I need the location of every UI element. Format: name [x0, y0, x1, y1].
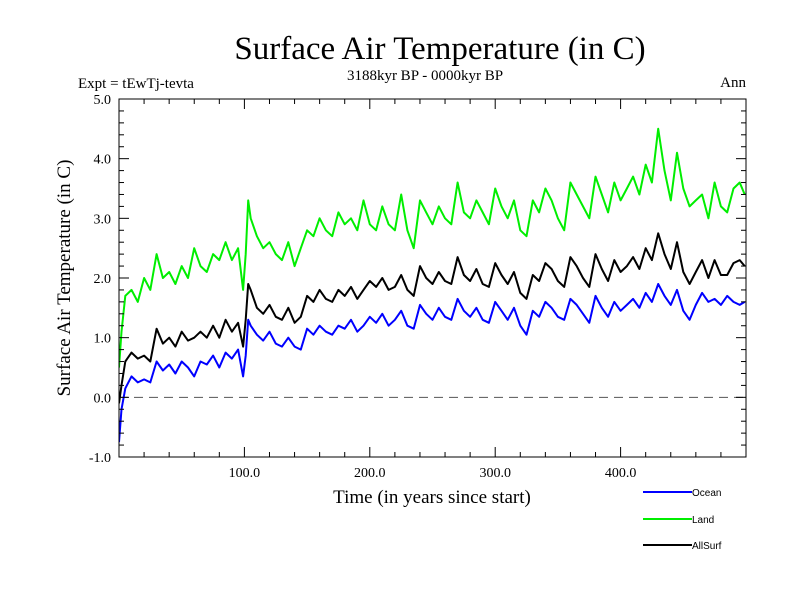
legend: Ocean Land AllSurf [643, 488, 722, 552]
series-line-allsurf [119, 232, 746, 404]
y-tick-label: 5.0 [94, 93, 112, 108]
y-tick-label: 4.0 [94, 153, 112, 168]
series-line-ocean [119, 283, 746, 443]
x-axis-label: Time (in years since start) [333, 487, 531, 508]
legend-label-allsurf: AllSurf [692, 541, 722, 552]
series-line-land [119, 127, 746, 368]
x-tick-label: 100.0 [229, 466, 261, 481]
legend-label-land: Land [692, 515, 714, 526]
legend-label-ocean: Ocean [692, 488, 721, 499]
y-tick-label: 0.0 [94, 391, 112, 406]
y-tick-label: 2.0 [94, 272, 112, 287]
axis-ticks [119, 99, 746, 457]
season-label: Ann [720, 75, 746, 91]
x-tick-label: 200.0 [354, 466, 386, 481]
experiment-label: Expt = tEwTj-tevta [78, 76, 194, 92]
chart-subtitle: 3188kyr BP - 0000kyr BP [347, 68, 503, 84]
chart-title: Surface Air Temperature (in C) [234, 31, 645, 67]
y-axis-label: Surface Air Temperature (in C) [54, 160, 75, 397]
y-tick-label: -1.0 [89, 451, 111, 466]
axis-tick-labels: 100.0 200.0 300.0 400.0 -1.0 0.0 1.0 2.0 3.0 4.0 5… [89, 93, 637, 481]
y-tick-label: 1.0 [94, 332, 112, 347]
x-tick-label: 300.0 [479, 466, 511, 481]
x-tick-label: 400.0 [605, 466, 637, 481]
series-group [119, 127, 746, 443]
y-tick-label: 3.0 [94, 212, 112, 227]
